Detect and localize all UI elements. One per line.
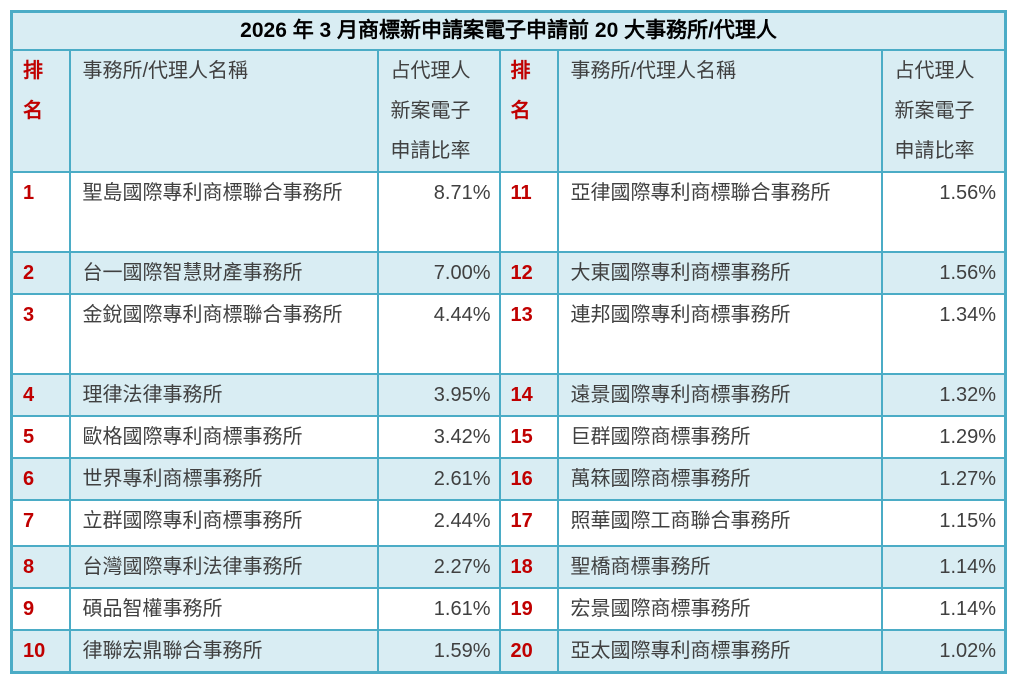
table-title: 2026 年 3 月商標新申請案電子申請前 20 大事務所/代理人 xyxy=(10,10,1007,51)
rank-cell: 19 xyxy=(498,587,559,631)
ratio-cell: 1.15% xyxy=(880,499,1007,547)
rank-cell: 9 xyxy=(10,587,71,631)
firm-name-cell: 世界專利商標事務所 xyxy=(68,457,379,501)
top20-efiling-table: 2026 年 3 月商標新申請案電子申請前 20 大事務所/代理人 排 名 事務… xyxy=(10,10,1008,674)
ratio-cell: 2.44% xyxy=(376,499,501,547)
table-row: 4 理律法律事務所 3.95% 14 遠景國際專利商標事務所 1.32% xyxy=(10,373,1007,417)
rank-cell: 13 xyxy=(498,293,559,375)
table-row: 8 台灣國際專利法律事務所 2.27% 18 聖橋商標事務所 1.14% xyxy=(10,545,1007,589)
firm-name-cell: 大東國際專利商標事務所 xyxy=(556,251,883,295)
firm-name-cell: 聖島國際專利商標聯合事務所 xyxy=(68,171,379,253)
ratio-cell: 1.14% xyxy=(880,587,1007,631)
ratio-cell: 1.29% xyxy=(880,415,1007,459)
rank-cell: 1 xyxy=(10,171,71,253)
rank-cell: 8 xyxy=(10,545,71,589)
rank-cell: 2 xyxy=(10,251,71,295)
table-title-row: 2026 年 3 月商標新申請案電子申請前 20 大事務所/代理人 xyxy=(10,10,1007,51)
firm-name-cell: 照華國際工商聯合事務所 xyxy=(556,499,883,547)
header-ratio-left: 占代理人 新案電子 申請比率 xyxy=(376,49,501,173)
header-firm-name-left: 事務所/代理人名稱 xyxy=(68,49,379,173)
firm-name-cell: 理律法律事務所 xyxy=(68,373,379,417)
table-row: 2 台一國際智慧財產事務所 7.00% 12 大東國際專利商標事務所 1.56% xyxy=(10,251,1007,295)
ratio-cell: 1.61% xyxy=(376,587,501,631)
table-row: 1 聖島國際專利商標聯合事務所 8.71% 11 亞律國際專利商標聯合事務所 1.56% xyxy=(10,171,1007,253)
firm-name-cell: 立群國際專利商標事務所 xyxy=(68,499,379,547)
firm-name-cell: 亞太國際專利商標事務所 xyxy=(556,629,883,674)
ratio-cell: 1.56% xyxy=(880,171,1007,253)
ratio-cell: 4.44% xyxy=(376,293,501,375)
ratio-cell: 3.42% xyxy=(376,415,501,459)
ratio-cell: 1.34% xyxy=(880,293,1007,375)
rank-cell: 14 xyxy=(498,373,559,417)
header-rank-right: 排 名 xyxy=(498,49,559,173)
rank-cell: 12 xyxy=(498,251,559,295)
ratio-cell: 8.71% xyxy=(376,171,501,253)
ratio-cell: 1.02% xyxy=(880,629,1007,674)
rank-cell: 4 xyxy=(10,373,71,417)
rank-cell: 3 xyxy=(10,293,71,375)
rank-cell: 17 xyxy=(498,499,559,547)
firm-name-cell: 連邦國際專利商標事務所 xyxy=(556,293,883,375)
rank-cell: 18 xyxy=(498,545,559,589)
firm-name-cell: 萬箖國際商標事務所 xyxy=(556,457,883,501)
rank-cell: 11 xyxy=(498,171,559,253)
ratio-cell: 1.32% xyxy=(880,373,1007,417)
rank-cell: 10 xyxy=(10,629,71,674)
table-row: 3 金銳國際專利商標聯合事務所 4.44% 13 連邦國際專利商標事務所 1.34% xyxy=(10,293,1007,375)
ratio-cell: 3.95% xyxy=(376,373,501,417)
firm-name-cell: 金銳國際專利商標聯合事務所 xyxy=(68,293,379,375)
ratio-cell: 2.61% xyxy=(376,457,501,501)
table-row: 9 碩品智權事務所 1.61% 19 宏景國際商標事務所 1.14% xyxy=(10,587,1007,631)
rank-cell: 15 xyxy=(498,415,559,459)
table-header-row: 排 名 事務所/代理人名稱 占代理人 新案電子 申請比率 排 名 事務所/代理人… xyxy=(10,49,1007,173)
firm-name-cell: 歐格國際專利商標事務所 xyxy=(68,415,379,459)
rank-cell: 20 xyxy=(498,629,559,674)
firm-name-cell: 巨群國際商標事務所 xyxy=(556,415,883,459)
table-row: 6 世界專利商標事務所 2.61% 16 萬箖國際商標事務所 1.27% xyxy=(10,457,1007,501)
firm-name-cell: 碩品智權事務所 xyxy=(68,587,379,631)
ratio-cell: 1.59% xyxy=(376,629,501,674)
rank-cell: 7 xyxy=(10,499,71,547)
header-rank-left: 排 名 xyxy=(10,49,71,173)
firm-name-cell: 宏景國際商標事務所 xyxy=(556,587,883,631)
ratio-cell: 1.14% xyxy=(880,545,1007,589)
firm-name-cell: 聖橋商標事務所 xyxy=(556,545,883,589)
header-ratio-right: 占代理人 新案電子 申請比率 xyxy=(880,49,1007,173)
firm-name-cell: 律聯宏鼎聯合事務所 xyxy=(68,629,379,674)
ratio-cell: 7.00% xyxy=(376,251,501,295)
firm-name-cell: 台一國際智慧財產事務所 xyxy=(68,251,379,295)
table-row: 7 立群國際專利商標事務所 2.44% 17 照華國際工商聯合事務所 1.15% xyxy=(10,499,1007,547)
firm-name-cell: 台灣國際專利法律事務所 xyxy=(68,545,379,589)
header-firm-name-right: 事務所/代理人名稱 xyxy=(556,49,883,173)
ratio-cell: 1.56% xyxy=(880,251,1007,295)
firm-name-cell: 亞律國際專利商標聯合事務所 xyxy=(556,171,883,253)
rank-cell: 16 xyxy=(498,457,559,501)
ratio-cell: 2.27% xyxy=(376,545,501,589)
rank-cell: 6 xyxy=(10,457,71,501)
table-row: 10 律聯宏鼎聯合事務所 1.59% 20 亞太國際專利商標事務所 1.02% xyxy=(10,629,1007,674)
ratio-cell: 1.27% xyxy=(880,457,1007,501)
rank-cell: 5 xyxy=(10,415,71,459)
table-row: 5 歐格國際專利商標事務所 3.42% 15 巨群國際商標事務所 1.29% xyxy=(10,415,1007,459)
firm-name-cell: 遠景國際專利商標事務所 xyxy=(556,373,883,417)
